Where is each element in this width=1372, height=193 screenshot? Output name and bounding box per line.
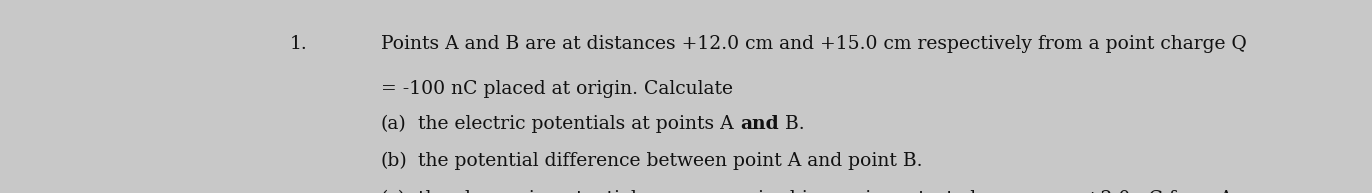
Text: the electric potentials at points A: the electric potentials at points A [418, 115, 740, 133]
Text: (b): (b) [381, 152, 407, 170]
Text: = +2.0 μC from A: = +2.0 μC from A [1056, 190, 1233, 193]
Text: the potential difference between point A and point B.: the potential difference between point A… [418, 152, 923, 170]
Text: Points A and B are at distances +12.0 cm and +15.0 cm respectively from a point : Points A and B are at distances +12.0 cm… [381, 35, 1247, 53]
Text: (a): (a) [381, 115, 406, 133]
Text: B.: B. [778, 115, 804, 133]
Text: 1.: 1. [289, 35, 307, 53]
Text: (c): (c) [381, 190, 406, 193]
Text: = -100 nC placed at origin. Calculate: = -100 nC placed at origin. Calculate [381, 80, 733, 98]
Text: and: and [740, 115, 778, 133]
Text: the change in potential energy required in moving a test charge, q: the change in potential energy required … [418, 190, 1050, 193]
